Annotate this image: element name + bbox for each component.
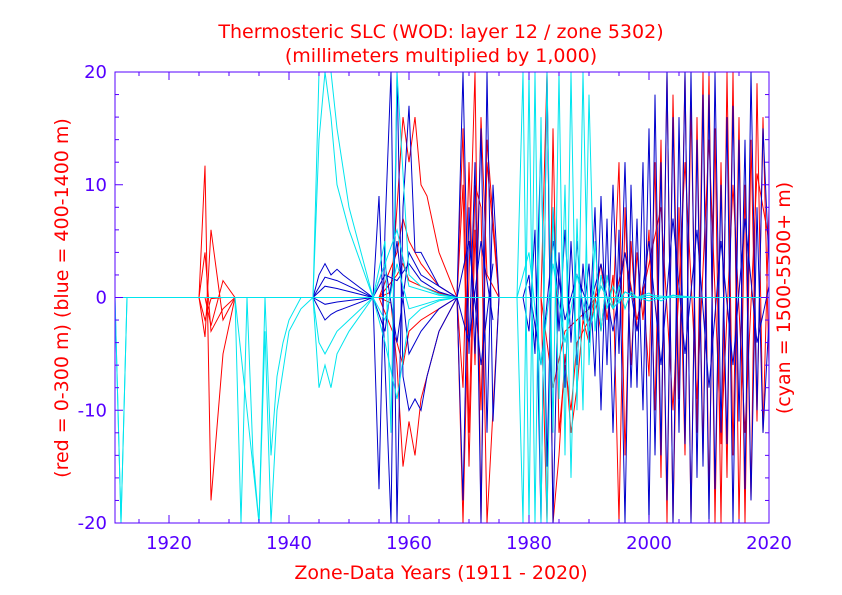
x-tick-label: 2020 (746, 533, 792, 554)
chart-title: Thermosteric SLC (WOD: layer 12 / zone 5… (217, 21, 663, 43)
x-tick-label: 2000 (626, 533, 672, 554)
series-line-cyan-19 (312, 263, 458, 355)
y-axis-label-left: (red = 0-300 m) (blue = 400-1400 m) (51, 118, 73, 478)
x-axis-label: Zone-Data Years (1911 - 2020) (294, 562, 587, 584)
series-line-cyan-21 (516, 71, 697, 524)
y-tick-label: -20 (78, 513, 107, 534)
x-tick-label: 1940 (266, 533, 312, 554)
x-tick-label: 1980 (506, 533, 552, 554)
series-line-red-3 (198, 117, 500, 388)
series-line-blue-13 (312, 262, 458, 299)
series-line-cyan-17 (114, 71, 458, 524)
y-tick-label: 0 (96, 288, 107, 309)
y-axis-label-right: (cyan = 1500-5500+ m) (773, 182, 795, 414)
series-line-red-2 (198, 128, 511, 524)
series-line-blue-12 (312, 241, 494, 356)
series-line-blue-11 (312, 240, 494, 366)
series-line-blue-16 (528, 218, 770, 388)
series-line-cyan-20 (312, 71, 458, 299)
series-line-red-4 (198, 162, 500, 467)
series-line-blue-9 (312, 71, 511, 524)
series-line-blue-15 (522, 71, 770, 524)
series-line-red-5 (199, 262, 458, 326)
x-tick-label: 1920 (146, 533, 192, 554)
ticks-layer: 1920 1940 1960 1980 2000 2020 -20 -10 0 10 20 (78, 62, 792, 554)
series-layer (114, 71, 770, 524)
chart-subtitle: (millimeters multiplied by 1,000) (285, 45, 597, 67)
y-tick-label: 20 (84, 62, 107, 83)
series-line-blue-10 (312, 71, 511, 524)
x-tick-label: 1960 (386, 533, 432, 554)
y-tick-label: 10 (84, 175, 107, 196)
y-tick-label: -10 (78, 400, 107, 421)
